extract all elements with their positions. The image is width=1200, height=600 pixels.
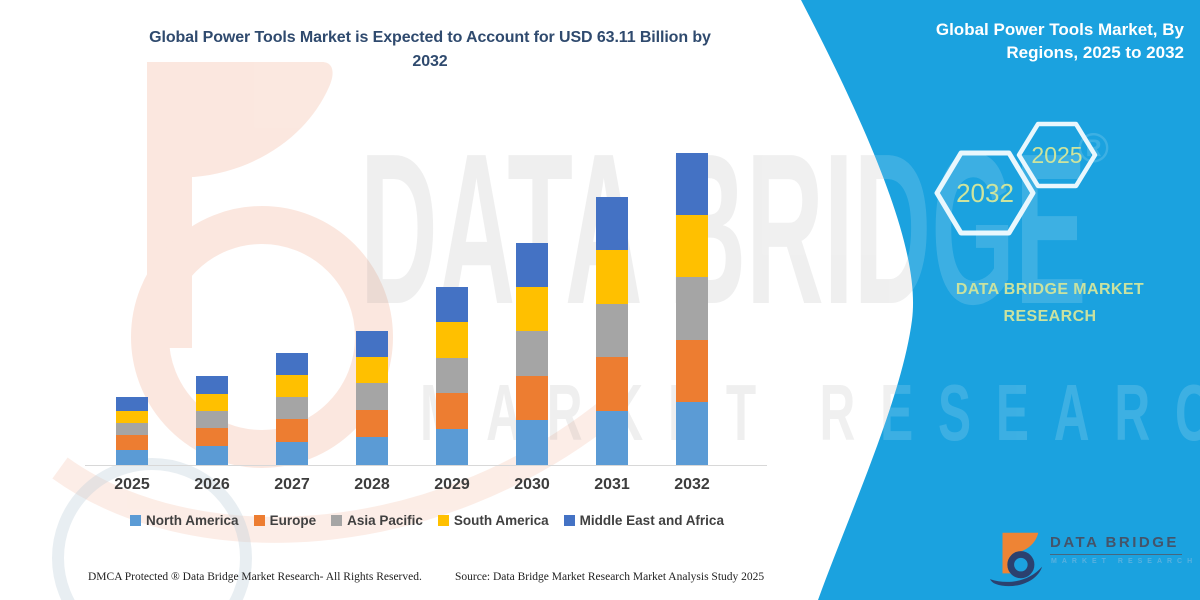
bar-segment-north-america xyxy=(436,428,468,465)
side-panel-background xyxy=(801,0,1200,600)
bar-segment-south-america xyxy=(516,286,548,331)
hexagon-2032-label: 2032 xyxy=(956,178,1014,208)
hexagon-2032 xyxy=(934,150,1036,236)
bar-2030 xyxy=(516,242,548,465)
legend-item-middle-east-and-africa: Middle East and Africa xyxy=(563,513,724,528)
bar-segment-asia-pacific xyxy=(676,277,708,340)
bar-segment-asia-pacific xyxy=(436,357,468,394)
chart-title-line1: Global Power Tools Market is Expected to… xyxy=(149,29,711,46)
brand-text-line2: RESEARCH xyxy=(1003,308,1097,325)
logo-name-text: DATA BRIDGE xyxy=(1050,534,1179,551)
bar-segment-asia-pacific xyxy=(116,423,148,436)
bar-segment-asia-pacific xyxy=(356,383,388,411)
x-axis-label-2030: 2030 xyxy=(514,476,550,493)
bar-segment-europe xyxy=(516,375,548,420)
bar-segment-north-america xyxy=(276,441,308,465)
side-panel-brand-text: DATA BRIDGE MARKET RESEARCH xyxy=(920,276,1180,330)
chart-title-line2: 2032 xyxy=(412,53,448,70)
bar-segment-north-america xyxy=(516,420,548,465)
x-axis-label-2025: 2025 xyxy=(114,476,150,493)
legend-item-europe: Europe xyxy=(253,513,317,528)
bar-segment-middle-east-and-africa xyxy=(196,376,228,394)
legend-item-north-america: North America xyxy=(130,513,239,528)
side-panel-heading-line1: Global Power Tools Market, By xyxy=(935,20,1184,39)
legend-label-asia-pacific: Asia Pacific xyxy=(347,513,423,528)
bar-segment-europe xyxy=(596,357,628,412)
bar-segment-south-america xyxy=(276,375,308,397)
bar-segment-north-america xyxy=(676,402,708,465)
bar-segment-europe xyxy=(276,419,308,442)
legend-item-asia-pacific: Asia Pacific xyxy=(331,513,423,528)
bar-segment-middle-east-and-africa xyxy=(436,287,468,323)
bar-segment-south-america xyxy=(676,215,708,278)
x-axis-label-2026: 2026 xyxy=(194,476,230,493)
bar-segment-north-america xyxy=(596,411,628,465)
bar-2027 xyxy=(276,353,308,465)
bar-segment-north-america xyxy=(116,450,148,465)
bar-segment-europe xyxy=(436,393,468,429)
chart-title: Global Power Tools Market is Expected to… xyxy=(88,26,772,74)
bar-segment-europe xyxy=(676,339,708,403)
x-axis-label-2027: 2027 xyxy=(274,476,310,493)
bar-segment-asia-pacific xyxy=(196,410,228,428)
bar-segment-south-america xyxy=(116,411,148,424)
legend-swatch-north-america xyxy=(130,515,142,526)
bar-2032 xyxy=(676,153,708,465)
bar-segment-north-america xyxy=(196,446,228,465)
bar-2026 xyxy=(196,376,228,465)
bar-2025 xyxy=(116,397,148,465)
legend-label-north-america: North America xyxy=(146,513,239,528)
legend-swatch-asia-pacific xyxy=(331,515,343,526)
bar-segment-south-america xyxy=(596,250,628,304)
bar-segment-south-america xyxy=(436,322,468,358)
bar-segment-asia-pacific xyxy=(596,303,628,358)
footer-dmca-text: DMCA Protected ® Data Bridge Market Rese… xyxy=(88,571,422,583)
data-bridge-logo: DATA BRIDGE MARKET RESEARCH xyxy=(988,522,1192,592)
bar-segment-europe xyxy=(116,435,148,451)
bar-segment-middle-east-and-africa xyxy=(116,397,148,412)
chart-legend: North America Europe Asia Pacific South Ame… xyxy=(85,513,769,528)
faint-arc-watermark xyxy=(52,458,252,600)
side-panel-heading-line2: Regions, 2025 to 2032 xyxy=(1006,43,1184,62)
x-axis-label-2028: 2028 xyxy=(354,476,390,493)
legend-swatch-middle-east-and-africa xyxy=(563,515,575,526)
x-axis-line xyxy=(85,465,767,466)
bar-segment-middle-east-and-africa xyxy=(676,153,708,216)
hexagon-2025-label: 2025 xyxy=(1031,142,1082,168)
logo-tagline-text: MARKET RESEARCH xyxy=(1051,558,1198,565)
x-axis-label-2031: 2031 xyxy=(594,476,630,493)
bar-2028 xyxy=(356,330,388,465)
svg-text:MARKET RESEARCH: MARKET RESEARCH xyxy=(420,369,1200,458)
bar-segment-middle-east-and-africa xyxy=(516,242,548,287)
bar-segment-asia-pacific xyxy=(276,396,308,420)
bar-2029 xyxy=(436,287,468,465)
bar-segment-europe xyxy=(196,427,228,447)
legend-swatch-south-america xyxy=(437,515,449,526)
hexagon-outlines xyxy=(934,121,1098,236)
bar-2031 xyxy=(596,197,628,465)
legend-label-south-america: South America xyxy=(453,513,549,528)
legend-item-south-america: South America xyxy=(437,513,549,528)
bar-segment-europe xyxy=(356,410,388,438)
bar-segment-middle-east-and-africa xyxy=(356,330,388,357)
logo-underline xyxy=(1050,554,1182,555)
legend-swatch-europe xyxy=(253,515,265,526)
footer-source-text: Source: Data Bridge Market Research Mark… xyxy=(455,571,765,583)
legend-label-middle-east-and-africa: Middle East and Africa xyxy=(579,513,724,528)
x-axis-label-2029: 2029 xyxy=(434,476,470,493)
bar-segment-north-america xyxy=(356,437,388,465)
x-axis-label-2032: 2032 xyxy=(674,476,710,493)
data-bridge-logo-icon xyxy=(989,532,1043,587)
hexagon-2025 xyxy=(1016,121,1098,189)
bar-segment-middle-east-and-africa xyxy=(276,353,308,376)
bar-segment-south-america xyxy=(196,393,228,411)
bar-segment-asia-pacific xyxy=(516,331,548,376)
bar-segment-south-america xyxy=(356,356,388,384)
brand-text-line1: DATA BRIDGE MARKET xyxy=(955,281,1145,298)
legend-label-europe: Europe xyxy=(269,513,317,528)
bar-segment-middle-east-and-africa xyxy=(596,197,628,251)
side-panel-heading: Global Power Tools Market, By Regions, 2… xyxy=(936,18,1184,64)
